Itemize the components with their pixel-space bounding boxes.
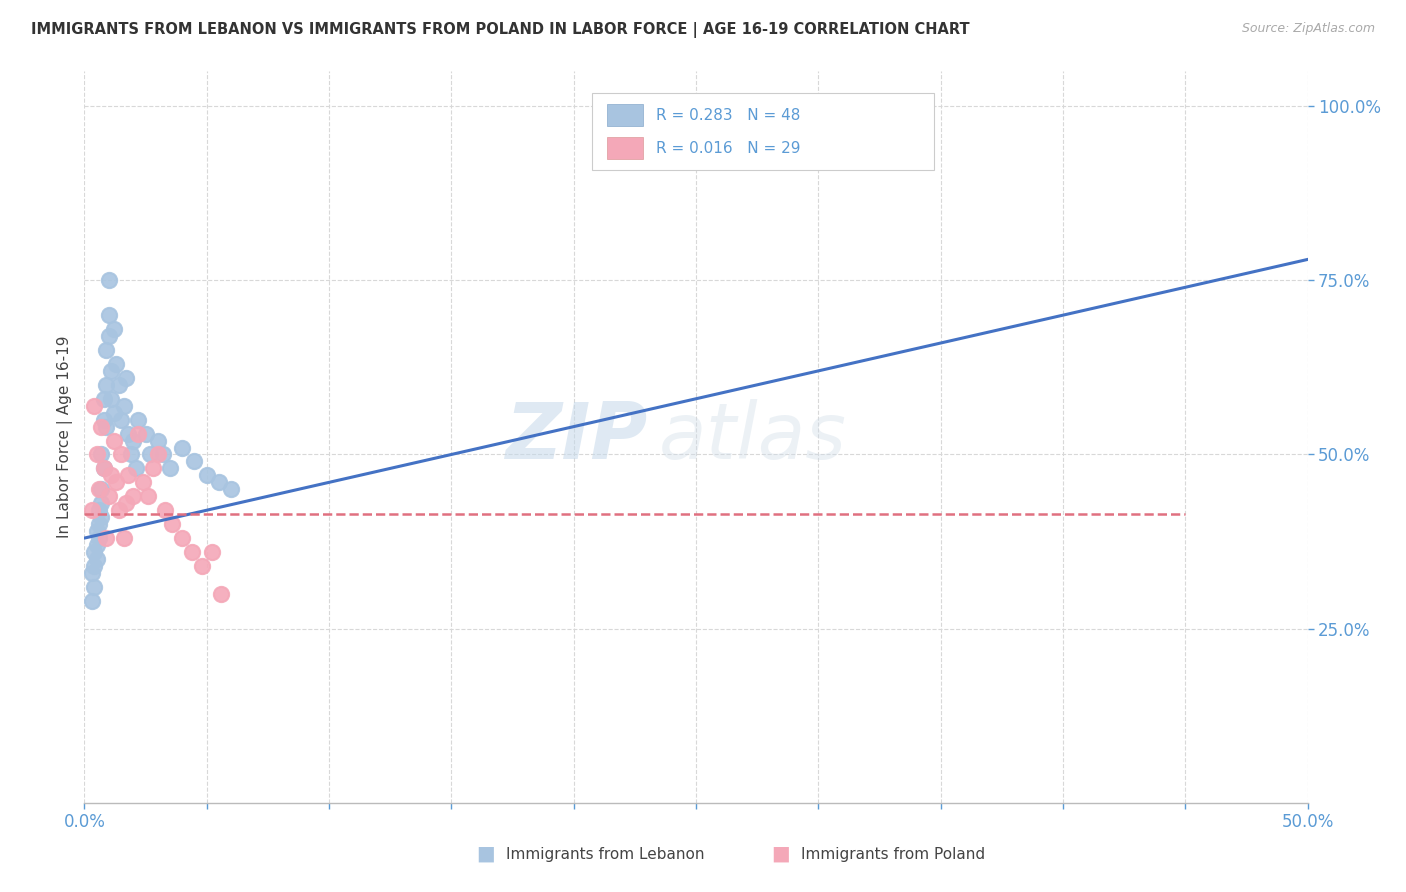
Point (181, 545, 204, 559)
Point (152, 448, 174, 462)
Text: Immigrants from Lebanon: Immigrants from Lebanon (506, 847, 704, 862)
Point (97, 273, 120, 287)
Point (183, 454, 205, 468)
Point (112, 531, 135, 545)
Point (105, 475, 128, 490)
Point (86, 448, 108, 462)
Point (90, 496, 112, 510)
Point (83, 558, 105, 573)
Point (117, 468, 139, 483)
Point (86, 524, 108, 538)
Point (87, 483, 110, 497)
Point (103, 322, 125, 336)
Point (103, 434, 125, 448)
Point (107, 377, 129, 392)
Point (112, 399, 135, 413)
Point (90, 483, 112, 497)
Point (105, 357, 128, 371)
Point (97, 489, 120, 503)
Point (153, 503, 176, 517)
Point (97, 308, 120, 322)
Point (86, 538, 108, 552)
Point (132, 475, 155, 490)
Point (110, 448, 132, 462)
FancyBboxPatch shape (592, 94, 935, 170)
Point (146, 448, 169, 462)
Point (96, 343, 118, 357)
Text: ▪: ▪ (475, 840, 495, 869)
Point (96, 377, 118, 392)
Point (100, 364, 122, 378)
Point (86, 552, 108, 566)
Point (80, 503, 103, 517)
Point (90, 448, 112, 462)
Point (120, 448, 142, 462)
Text: atlas: atlas (659, 399, 848, 475)
Point (135, 426, 157, 441)
Text: IMMIGRANTS FROM LEBANON VS IMMIGRANTS FROM POLAND IN LABOR FORCE | AGE 16-19 COR: IMMIGRANTS FROM LEBANON VS IMMIGRANTS FR… (31, 22, 970, 38)
Text: Source: ZipAtlas.com: Source: ZipAtlas.com (1241, 22, 1375, 36)
Point (83, 580, 105, 594)
Point (219, 483, 242, 497)
Point (87, 503, 110, 517)
Point (195, 468, 218, 483)
Point (83, 399, 105, 413)
Point (87, 531, 110, 545)
Point (125, 461, 148, 475)
Point (107, 503, 129, 517)
Point (159, 461, 181, 475)
Point (80, 594, 103, 608)
Point (93, 461, 115, 475)
Point (122, 489, 145, 503)
Y-axis label: In Labor Force | Age 16-19: In Labor Force | Age 16-19 (58, 335, 73, 539)
Text: R = 0.016   N = 29: R = 0.016 N = 29 (655, 141, 800, 156)
Point (146, 434, 169, 448)
Text: ▪: ▪ (770, 840, 790, 869)
Point (127, 412, 149, 426)
Point (87, 517, 110, 532)
Point (115, 496, 138, 510)
Point (115, 371, 138, 385)
Point (80, 566, 103, 580)
Point (97, 329, 120, 343)
Point (93, 392, 115, 406)
Text: R = 0.283   N = 48: R = 0.283 N = 48 (655, 108, 800, 123)
Point (136, 489, 159, 503)
Point (83, 545, 105, 559)
Point (100, 468, 122, 483)
Point (122, 434, 145, 448)
Point (100, 392, 122, 406)
Point (110, 412, 132, 426)
Point (142, 461, 165, 475)
Point (172, 531, 194, 545)
Point (96, 419, 118, 434)
Point (162, 517, 184, 532)
Point (127, 426, 149, 441)
Text: ZIP: ZIP (505, 399, 647, 475)
Point (90, 419, 112, 434)
Point (191, 558, 214, 573)
FancyBboxPatch shape (606, 137, 644, 159)
Point (208, 475, 231, 490)
Point (93, 412, 115, 426)
Point (103, 406, 125, 420)
Point (117, 426, 139, 441)
Point (139, 448, 162, 462)
Point (96, 531, 118, 545)
FancyBboxPatch shape (606, 104, 644, 126)
Point (200, 545, 222, 559)
Text: Immigrants from Poland: Immigrants from Poland (801, 847, 986, 862)
Point (90, 510, 112, 524)
Point (93, 461, 115, 475)
Point (172, 441, 194, 455)
Point (209, 587, 232, 601)
